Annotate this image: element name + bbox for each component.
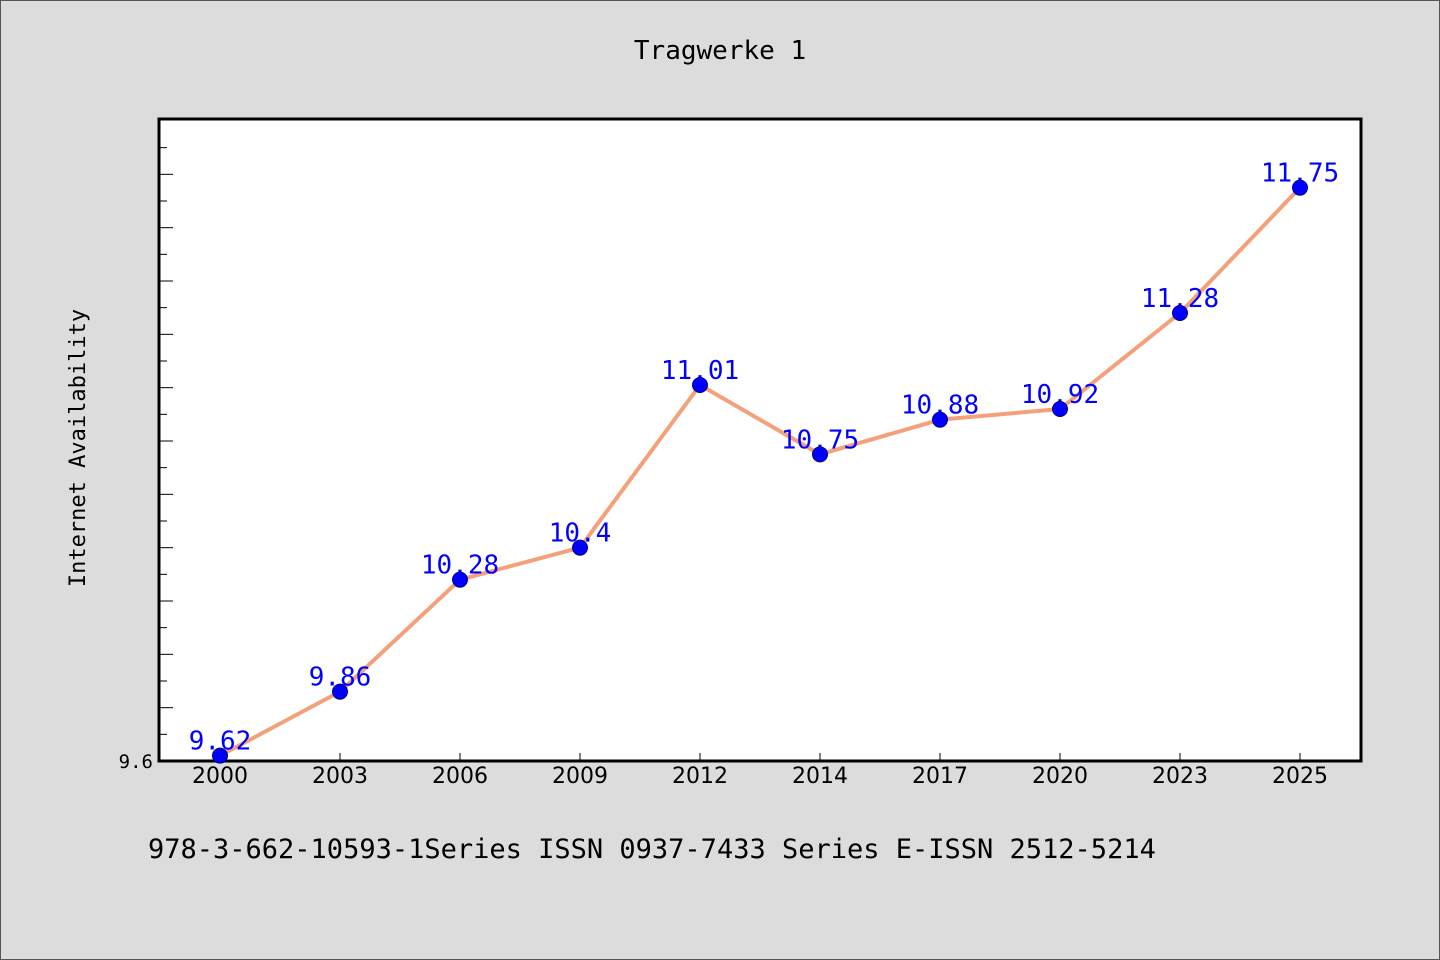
x-tick-label: 2000 [192,764,248,789]
footer-text: 978-3-662-10593-1Series ISSN 0937-7433 S… [148,834,1156,865]
data-point [692,377,708,393]
data-point [452,571,468,588]
data-point [1172,305,1188,321]
x-axis-ticks: 2000 2003 2006 2009 2012 2014 2017 2020 2023 2025 [192,753,1328,789]
data-point [332,683,348,700]
data-point [932,411,948,428]
x-tick-label: 2025 [1272,764,1328,789]
x-tick-label: 2014 [792,764,848,789]
y-axis-ticks: 9.6 [119,147,173,773]
y-axis-label: Internet Availability [66,309,91,587]
plot-area [157,117,1363,763]
chart-title: Tragwerke 1 [633,36,807,66]
x-tick-label: 2023 [1152,764,1208,789]
series-line [218,185,1302,758]
data-point [212,747,228,764]
x-tick-label: 2009 [552,764,608,789]
data-point [812,446,828,463]
x-tick-label: 2003 [312,764,368,789]
data-point [572,539,588,556]
x-tick-label: 2006 [432,764,488,789]
x-tick-label: 2017 [912,764,968,789]
x-tick-label: 2020 [1032,764,1088,789]
data-point [1292,179,1308,196]
x-tick-label: 2012 [672,764,728,789]
y-tick-label: 9.6 [119,751,153,773]
data-point [1052,401,1068,417]
